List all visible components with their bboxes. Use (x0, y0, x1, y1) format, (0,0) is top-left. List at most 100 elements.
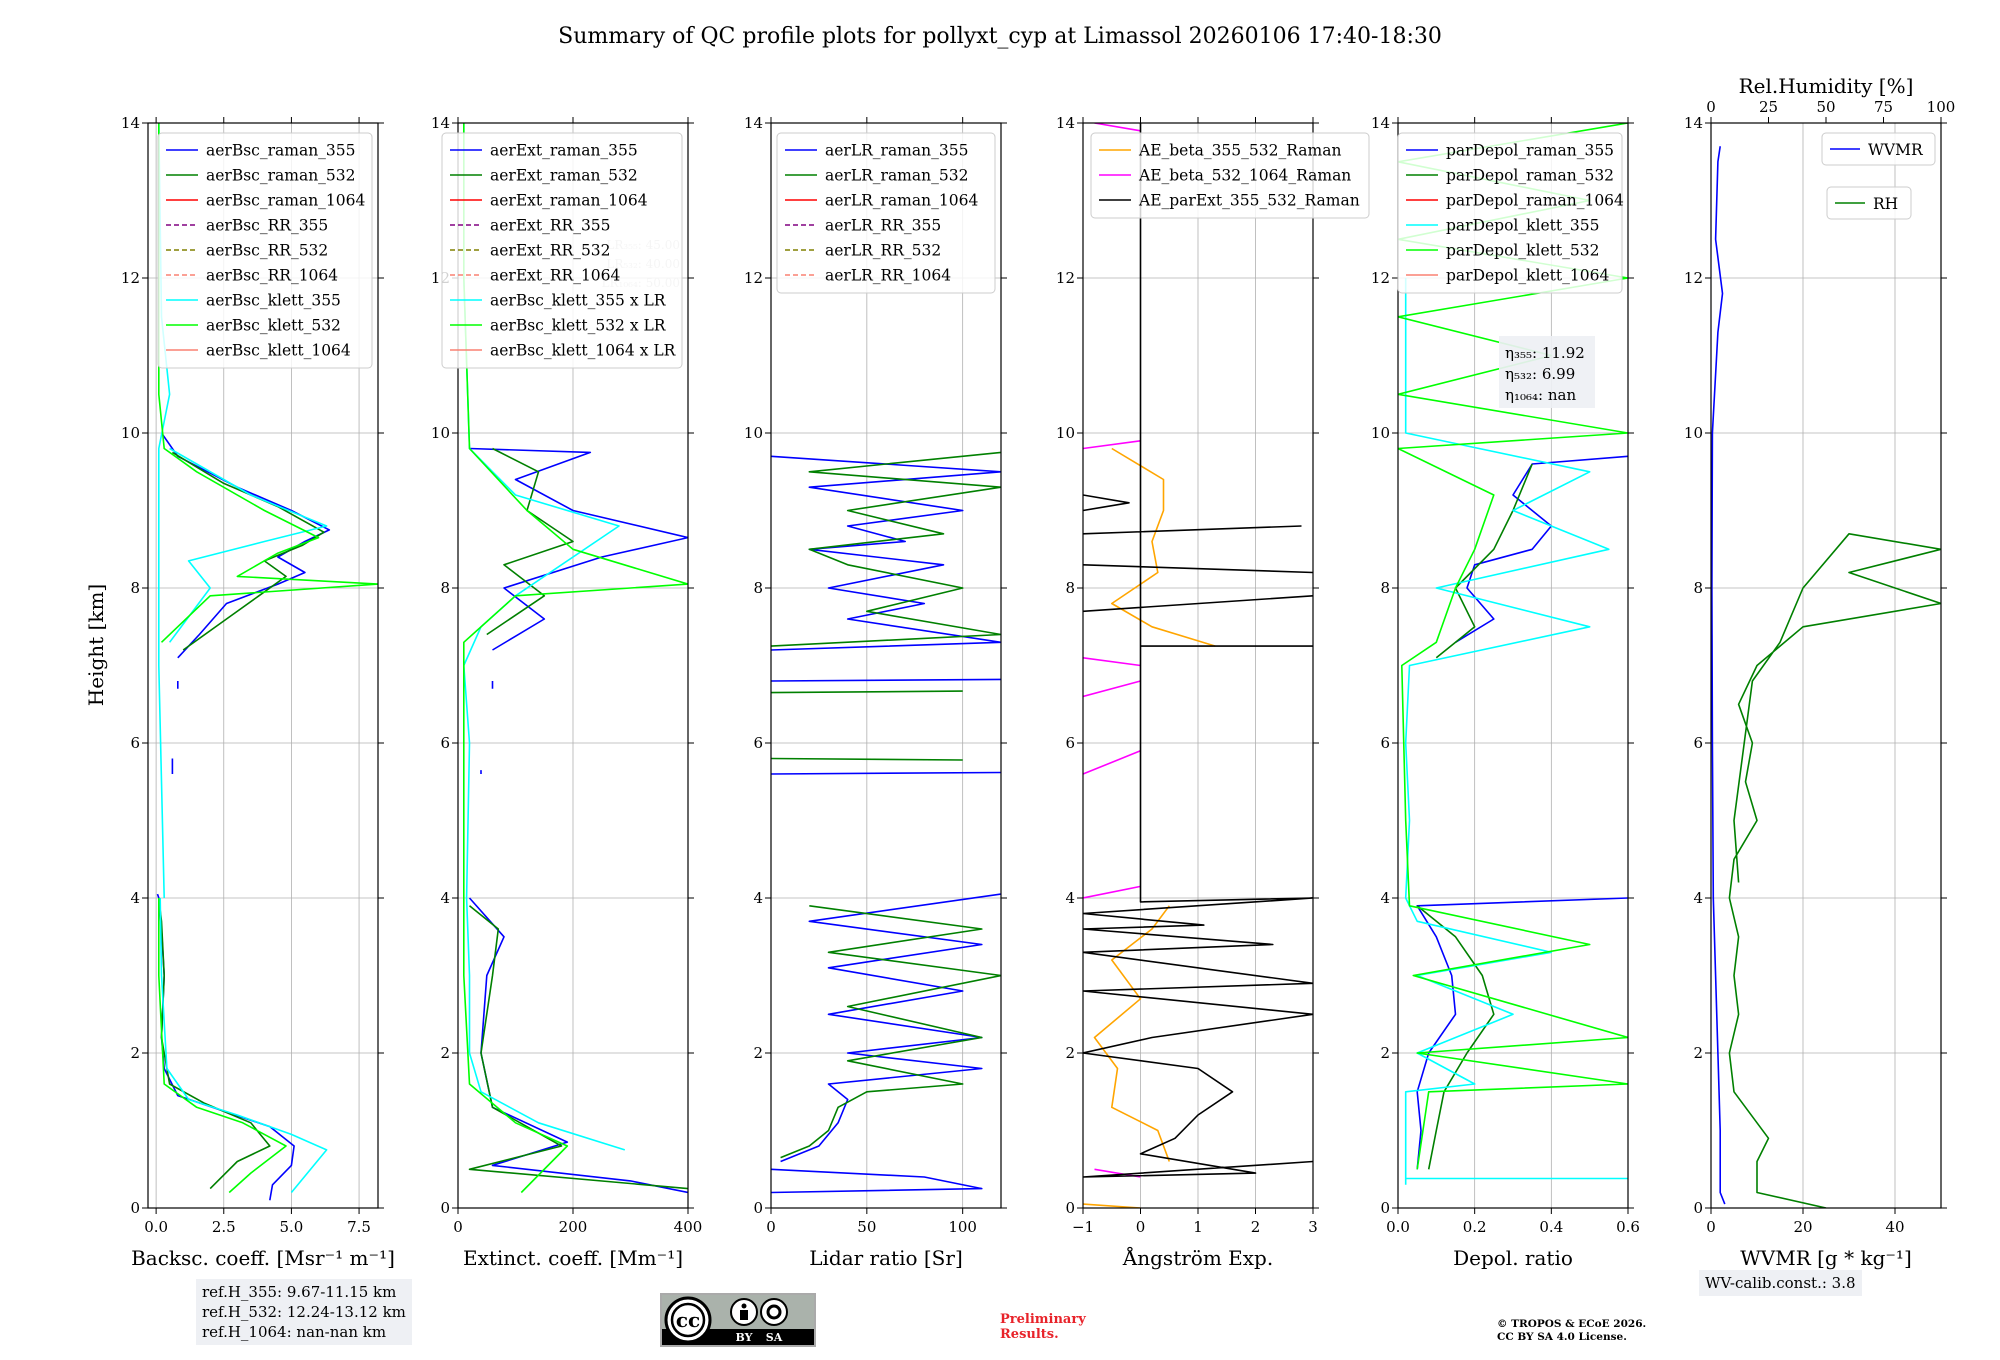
series-aerBsc_klett_532 x LR (463, 123, 688, 1194)
series-group (1083, 123, 1313, 1208)
y-tick-label: 0 (1380, 1199, 1390, 1217)
y-tick-label: 8 (130, 579, 140, 597)
x-tick-label: 200 (559, 1218, 588, 1236)
y-tick-label: 4 (130, 889, 140, 907)
y-tick-label: 10 (1684, 424, 1703, 442)
series-aerExt_raman_355 (468, 447, 688, 1194)
series-aerBsc_raman_355 (156, 432, 331, 1201)
reference-height-box: ref.H_355: 9.67-11.15 km ref.H_532: 12.2… (196, 1279, 412, 1345)
legend-box (776, 132, 996, 294)
x-tick-label: 50 (857, 1218, 876, 1236)
x-tick-label: 2 (1251, 1218, 1261, 1236)
x-tick-label: 0 (453, 1218, 463, 1236)
y-tick-label: 14 (121, 114, 140, 132)
series-aerBsc_raman_532 (158, 451, 325, 1190)
y-tick-label: 8 (1065, 579, 1075, 597)
y-tick-label: 0 (1065, 1199, 1075, 1217)
x-tick-label: 7.5 (347, 1218, 371, 1236)
eta-annotation: η₃₅₅: 11.92 (1505, 344, 1585, 362)
legend-label: aerExt_RR_1064 (490, 267, 621, 285)
top-x-tick-label: 0 (1706, 98, 1716, 116)
series-AE_beta_355_532_Raman (1083, 447, 1216, 1208)
x-tick-label: 3 (1308, 1218, 1318, 1236)
y-tick-label: 10 (744, 424, 763, 442)
legend-label: aerBsc_klett_532 x LR (490, 317, 667, 335)
y-tick-label: 4 (1693, 889, 1703, 907)
legend-label: aerBsc_RR_1064 (206, 267, 338, 285)
x-tick-label: 5.0 (279, 1218, 303, 1236)
eta-box (1499, 336, 1595, 408)
legend-label: aerLR_raman_355 (825, 142, 968, 160)
legend-label: WVMR (1868, 141, 1924, 159)
x-tick-label: −1 (1072, 1218, 1094, 1236)
series-aerExt_raman_532 (468, 447, 688, 1190)
x-axis-label: Depol. ratio (1453, 1246, 1573, 1270)
eta-annotation: η₅₃₂: 6.99 (1505, 365, 1575, 383)
ref-height-532: ref.H_532: 12.24-13.12 km (202, 1303, 406, 1321)
x-tick-label: 0.0 (1386, 1218, 1410, 1236)
y-tick-label: 14 (1056, 114, 1075, 132)
y-tick-label: 2 (1065, 1044, 1075, 1062)
legend-label: aerBsc_klett_355 x LR (490, 292, 667, 310)
legend-label: aerLR_raman_1064 (825, 192, 978, 210)
axes-frame (1397, 122, 1629, 1209)
x-axis-label: Backsc. coeff. [Msr⁻¹ m⁻¹] (131, 1246, 395, 1270)
top-x-tick-label: 25 (1759, 98, 1778, 116)
top-x-axis-label: Rel.Humidity [%] (1739, 74, 1914, 98)
legend-label: aerExt_raman_355 (490, 142, 638, 160)
x-tick-label: 0.2 (1463, 1218, 1487, 1236)
legend-label: aerExt_raman_1064 (490, 192, 648, 210)
x-tick-label: 400 (674, 1218, 703, 1236)
legend-label: parDepol_raman_532 (1446, 167, 1614, 185)
y-tick-label: 6 (130, 734, 140, 752)
series-aerBsc_klett_532 (158, 123, 378, 1194)
series-group (1711, 146, 1941, 1208)
panel-depolarization: 0 2 4 6 8 10 12 14 0.0 0.2 0.4 0.6 Depol. ratio η₃₅₅:… (1371, 114, 1640, 1270)
x-tick-label: 100 (948, 1218, 977, 1236)
ref-height-1064: ref.H_1064: nan-nan km (202, 1323, 387, 1341)
x-axis-label: WVMR [g * kg⁻¹] (1740, 1246, 1912, 1270)
axes-frame (147, 122, 379, 1209)
legend-label: aerBsc_klett_532 (206, 317, 341, 335)
legend-label: parDepol_klett_1064 (1446, 267, 1609, 285)
y-tick-label: 10 (1371, 424, 1390, 442)
y-tick-label: 8 (753, 579, 763, 597)
copyright-note: © TROPOS & ECoE 2026. CC BY SA 4.0 Licen… (1497, 1318, 1647, 1343)
y-tick-label: 10 (431, 424, 450, 442)
x-tick-label: 0.6 (1616, 1218, 1640, 1236)
legend-box (1826, 186, 1912, 220)
series-group (463, 123, 688, 1194)
legend-label: aerLR_raman_532 (825, 167, 968, 185)
y-tick-label: 8 (1693, 579, 1703, 597)
legend-box (157, 132, 373, 369)
sa-icon (760, 1298, 788, 1326)
wv-calibration-box: WV-calib.const.: 3.8 (1699, 1270, 1862, 1296)
y-tick-label: 10 (1056, 424, 1075, 442)
x-axis-label: Ångström Exp. (1122, 1245, 1273, 1270)
series-AE_beta_532_1064_Raman (1083, 123, 1141, 1178)
sa-label: SA (766, 1331, 783, 1344)
legend-box (1397, 132, 1623, 294)
legend-label: parDepol_raman_1064 (1446, 192, 1624, 210)
x-tick-label: 0 (1706, 1218, 1716, 1236)
series-WVMR (1711, 146, 1726, 1205)
legend-label: aerBsc_RR_355 (206, 217, 328, 235)
legend-label: aerExt_raman_532 (490, 167, 638, 185)
legend-label: aerBsc_raman_1064 (206, 192, 366, 210)
y-tick-label: 2 (753, 1044, 763, 1062)
series-aerLR_raman_532 (771, 451, 1001, 1159)
legend-box (1090, 132, 1370, 219)
x-tick-label: 0.4 (1539, 1218, 1563, 1236)
legend-label: aerLR_RR_532 (825, 242, 941, 260)
y-tick-label: 12 (1684, 269, 1703, 287)
y-tick-label: 8 (440, 579, 450, 597)
series-AE_parExt_355_532_Raman (1083, 123, 1313, 1178)
legend-label: aerBsc_RR_532 (206, 242, 328, 260)
y-tick-label: 6 (753, 734, 763, 752)
eta-annotation: η₁₀₆₄: nan (1505, 386, 1576, 404)
legend-label: AE_beta_355_532_Raman (1138, 142, 1341, 160)
y-tick-label: 14 (1371, 114, 1390, 132)
y-tick-label: 14 (431, 114, 450, 132)
